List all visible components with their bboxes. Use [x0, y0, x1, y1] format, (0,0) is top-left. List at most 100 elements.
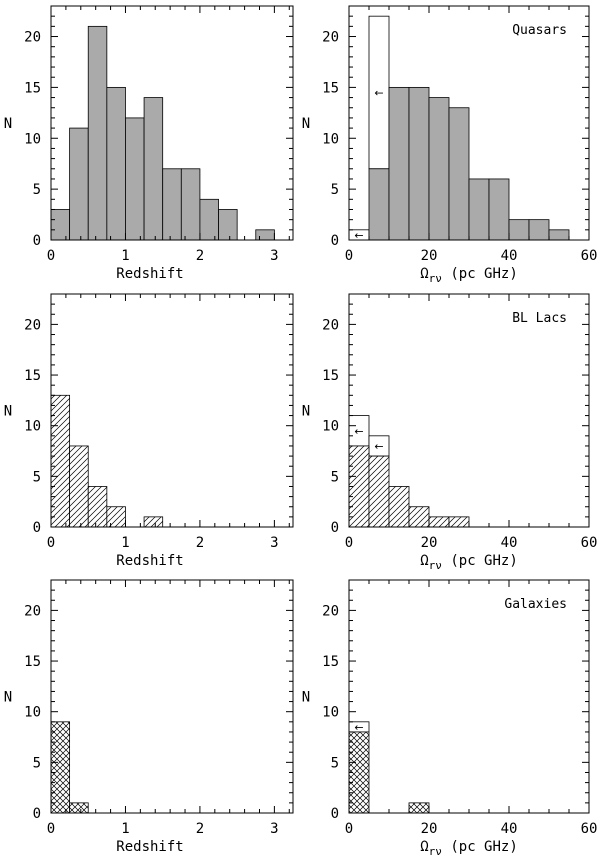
y-tick-label: 15 [322, 368, 339, 384]
y-tick-label: 5 [33, 469, 41, 485]
x-axis-label: Redshift [116, 553, 183, 569]
axes-frame [348, 579, 590, 814]
x-tick-label: 0 [345, 248, 353, 264]
histogram-bar [368, 455, 390, 528]
histogram-bar [408, 506, 430, 528]
x-tick-label: 0 [47, 248, 55, 264]
y-tick-label: 10 [24, 419, 41, 435]
panel-title: Galaxies [504, 597, 567, 612]
x-axis-label: Ωrν (pc GHz) [420, 553, 518, 572]
histogram-bar [428, 516, 450, 528]
x-axis-label: Redshift [116, 839, 183, 855]
histogram-bar [448, 516, 470, 528]
y-tick-label: 5 [33, 755, 41, 771]
x-tick-label: 3 [270, 535, 278, 551]
y-tick-label: 5 [331, 182, 339, 198]
histogram-bar [125, 117, 145, 241]
x-tick-label: 0 [47, 821, 55, 837]
x-tick-label: 20 [421, 248, 438, 264]
histogram-bar [388, 486, 410, 528]
histogram-bar [87, 486, 108, 528]
histogram-bar [428, 97, 450, 241]
y-axis-label: N [4, 116, 12, 132]
histogram-bar [218, 209, 238, 241]
y-tick-label: 20 [322, 30, 339, 46]
histogram-bar [50, 394, 71, 528]
histogram-bar [388, 86, 410, 241]
x-tick-label: 3 [270, 821, 278, 837]
upper-limit-arrow: ← [374, 86, 383, 99]
histogram-bar [408, 86, 430, 241]
x-tick-label: 1 [121, 248, 129, 264]
histogram-bar [548, 229, 570, 241]
x-tick-label: 1 [121, 821, 129, 837]
y-tick-label: 5 [331, 755, 339, 771]
y-tick-label: 0 [33, 233, 41, 249]
histogram-bar [106, 86, 126, 241]
histogram-bar [255, 229, 275, 241]
x-tick-label: 40 [501, 535, 518, 551]
y-tick-label: 5 [331, 469, 339, 485]
axes-frame [50, 293, 294, 528]
upper-limit-arrow: ← [354, 721, 363, 734]
x-tick-label: 1 [121, 535, 129, 551]
histogram-bar [488, 178, 510, 241]
x-tick-label: 20 [421, 821, 438, 837]
histogram-bar [87, 25, 108, 241]
y-tick-label: 0 [331, 233, 339, 249]
histogram-bar [528, 219, 550, 241]
histogram-bar [143, 97, 164, 241]
y-tick-label: 0 [33, 806, 41, 822]
y-tick-label: 20 [322, 603, 339, 619]
panel-bllacs-z: 0 5 10 15 20 0 1 2 3 N Redshift [4, 293, 294, 569]
y-axis-label: N [302, 690, 310, 706]
y-tick-label: 0 [33, 520, 41, 536]
y-tick-label: 15 [24, 368, 41, 384]
x-tick-label: 0 [345, 821, 353, 837]
panel-galaxies-omega: ← 0 5 10 15 20 0 20 40 60 N Ωrν (pc GHz) Galaxies [302, 579, 597, 858]
histogram-bar [69, 127, 89, 241]
y-tick-label: 10 [24, 705, 41, 721]
panel-title: BL Lacs [512, 311, 567, 326]
histogram-bar [408, 802, 430, 814]
axes-frame [50, 579, 294, 814]
y-axis-label: N [302, 404, 310, 420]
histogram-bar [368, 168, 390, 241]
x-tick-label: 40 [501, 821, 518, 837]
x-tick-label: 60 [581, 535, 598, 551]
histogram-bar [143, 516, 164, 528]
y-tick-label: 10 [322, 131, 339, 147]
upper-limit-arrow: ← [374, 440, 383, 453]
histogram-bar [508, 219, 530, 241]
y-tick-label: 5 [33, 182, 41, 198]
panel-galaxies-z: 0 5 10 15 20 0 1 2 3 N Redshift [4, 579, 294, 855]
x-tick-label: 0 [47, 535, 55, 551]
panel-bllacs-omega: ← ← 0 5 10 15 20 0 20 40 60 N Ωrν (pc GHz) BL Lacs [302, 293, 598, 572]
upper-limit-arrow: ← [354, 425, 363, 438]
y-tick-label: 20 [322, 317, 339, 333]
y-tick-label: 10 [322, 419, 339, 435]
y-tick-label: 10 [322, 705, 339, 721]
axes-frame [50, 5, 294, 241]
y-tick-label: 20 [24, 30, 41, 46]
histogram-bar [50, 721, 71, 814]
y-axis-label: N [302, 116, 310, 132]
y-tick-label: 0 [331, 520, 339, 536]
histogram-bar [180, 168, 201, 241]
x-axis-label: Ωrν (pc GHz) [420, 266, 518, 285]
upper-limit-arrow: ← [354, 229, 363, 242]
x-tick-label: 2 [196, 535, 204, 551]
y-tick-label: 15 [24, 80, 41, 96]
x-tick-label: 0 [345, 535, 353, 551]
x-tick-label: 2 [196, 821, 204, 837]
panel-title: Quasars [512, 23, 567, 38]
y-axis-label: N [4, 690, 12, 706]
y-axis-label: N [4, 404, 12, 420]
x-tick-label: 60 [581, 248, 598, 264]
x-tick-label: 20 [421, 535, 438, 551]
histogram-bar [69, 445, 89, 528]
x-axis-label: Ωrν (pc GHz) [420, 839, 518, 858]
panel-quasars-z: 0 5 10 15 20 0 1 2 3 N Redshift [4, 5, 294, 282]
